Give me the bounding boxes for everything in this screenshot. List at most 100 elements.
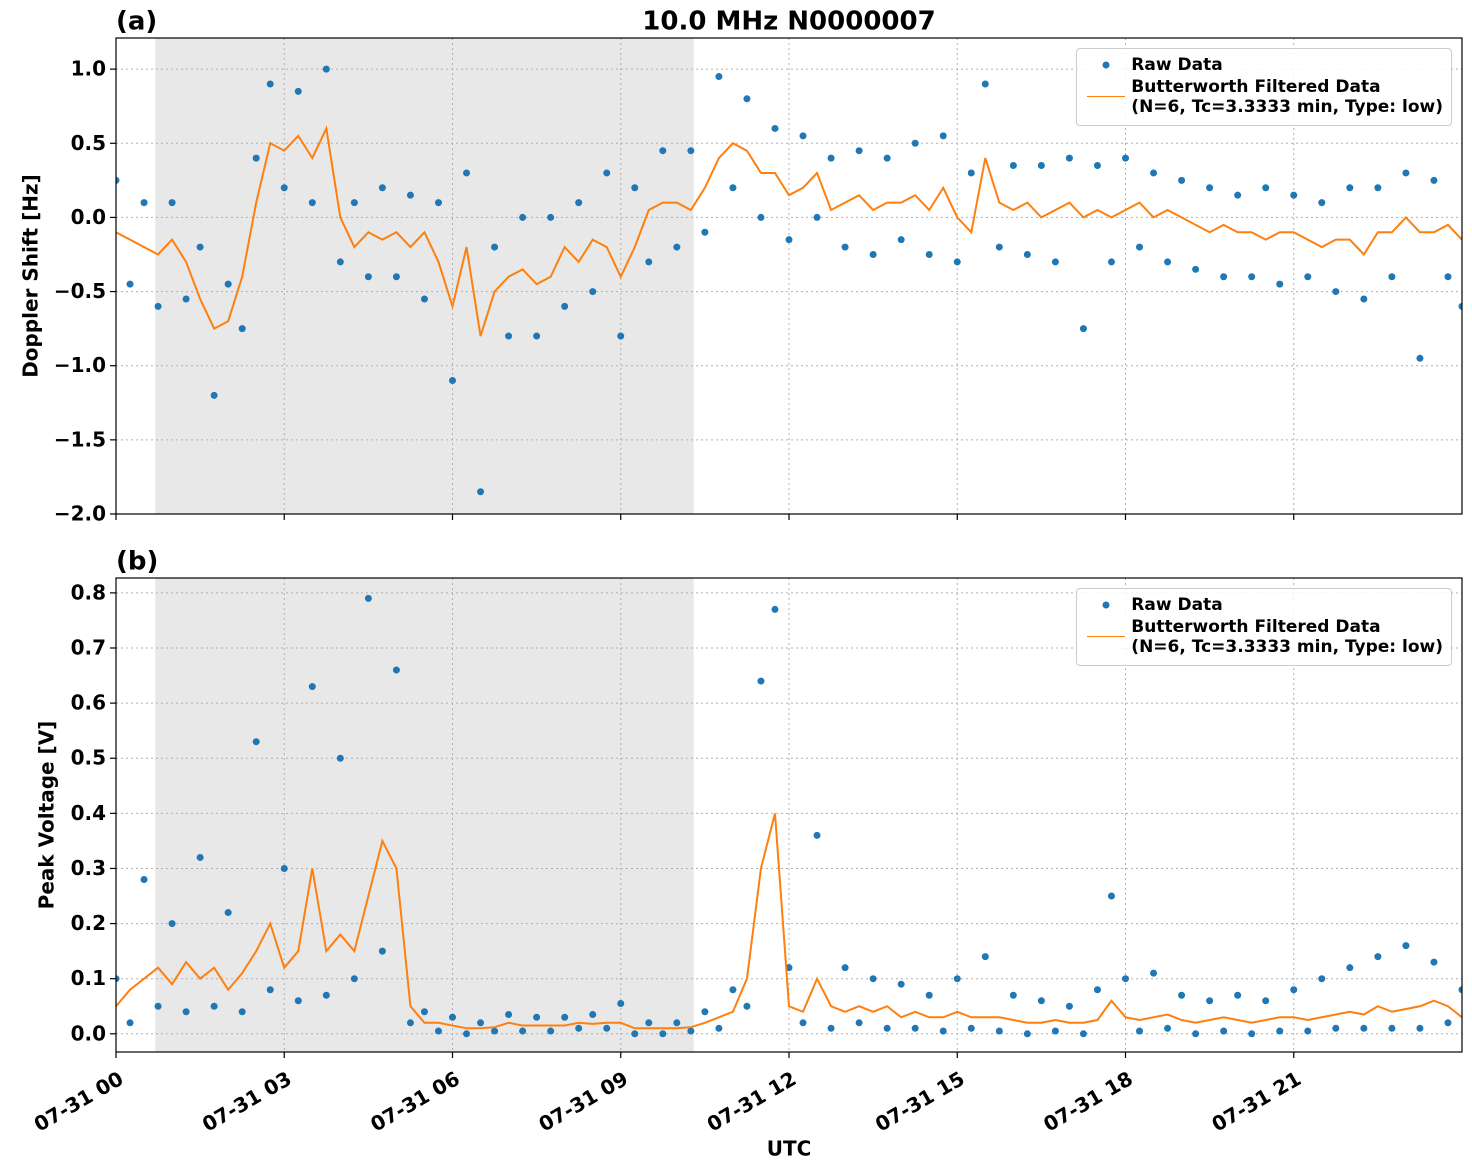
raw-point [140, 875, 148, 883]
raw-point [1304, 1027, 1312, 1035]
filtered-line [116, 125, 1462, 337]
y-tick-label: 0.8 [71, 580, 106, 604]
raw-point [196, 853, 204, 861]
raw-point [1009, 162, 1017, 170]
raw-point [1037, 162, 1045, 170]
raw-point [673, 1019, 681, 1027]
raw-point [995, 1027, 1003, 1035]
x-tick-label: 07-31 03 [198, 1066, 296, 1136]
legend-label: Raw Data [1131, 595, 1223, 615]
raw-point [575, 199, 583, 207]
raw-point [1402, 942, 1410, 950]
raw-point [953, 975, 961, 983]
raw-point [182, 1008, 190, 1016]
y-tick-label: 0.5 [71, 746, 106, 770]
raw-point [673, 243, 681, 251]
raw-point [827, 1024, 835, 1032]
x-tick-label: 07-31 15 [871, 1066, 969, 1136]
raw-point [1023, 1030, 1031, 1038]
raw-point [1416, 354, 1424, 362]
raw-point [701, 228, 709, 236]
raw-point [1122, 975, 1129, 983]
raw-point [1220, 1027, 1228, 1035]
raw-point [154, 1002, 162, 1010]
legend-entry: Butterworth Filtered Data (N=6, Tc=3.333… [1081, 77, 1443, 117]
raw-point [771, 605, 779, 613]
raw-point [392, 273, 400, 281]
raw-point [1009, 991, 1017, 999]
y-tick-label: 0.1 [71, 966, 106, 990]
raw-point [1093, 162, 1101, 170]
raw-point [1360, 1024, 1368, 1032]
raw-point [659, 1030, 667, 1038]
raw-point [841, 243, 849, 251]
raw-point [547, 213, 555, 221]
raw-point [336, 754, 344, 762]
raw-point [449, 377, 456, 385]
y-axis-label: Peak Voltage [V] [35, 721, 59, 910]
y-axis-label: Doppler Shift [Hz] [19, 174, 43, 378]
raw-point [855, 147, 863, 155]
raw-point [1093, 986, 1101, 994]
raw-point [140, 199, 148, 207]
raw-point [1374, 184, 1382, 192]
raw-point [967, 1024, 975, 1032]
raw-point [420, 295, 428, 303]
raw-point [364, 594, 372, 602]
raw-point [1206, 184, 1214, 192]
raw-point [883, 154, 891, 162]
legend-swatch [1087, 96, 1126, 97]
raw-point [631, 184, 639, 192]
raw-point [771, 124, 779, 132]
y-tick-label: 0.0 [71, 1021, 106, 1045]
raw-point [434, 199, 442, 207]
raw-point [1248, 1030, 1256, 1038]
filtered-line [116, 813, 1462, 1030]
raw-point [168, 199, 176, 207]
legend-label: Butterworth Filtered Data (N=6, Tc=3.333… [1131, 617, 1443, 657]
raw-point [266, 986, 274, 994]
raw-point [1262, 997, 1270, 1005]
raw-point [715, 73, 723, 81]
raw-point [575, 1024, 583, 1032]
legend-entry: Raw Data [1081, 595, 1443, 615]
x-tick-label: 07-31 12 [703, 1066, 801, 1136]
raw-point [350, 975, 358, 983]
raw-point [1374, 953, 1382, 961]
raw-point [1444, 1019, 1452, 1027]
raw-point [645, 258, 653, 266]
raw-point [561, 302, 569, 310]
raw-point [911, 139, 919, 147]
x-tick-label: 07-31 18 [1039, 1066, 1137, 1136]
raw-point [364, 273, 372, 281]
raw-point [420, 1008, 428, 1016]
raw-point [617, 332, 625, 340]
raw-point [869, 250, 877, 258]
raw-point [308, 683, 316, 691]
raw-point [547, 1027, 555, 1035]
raw-point [1234, 191, 1242, 199]
raw-point [126, 280, 134, 288]
raw-point [1332, 1024, 1340, 1032]
raw-point [1318, 199, 1326, 207]
raw-point [154, 302, 162, 310]
raw-point [1220, 273, 1228, 281]
raw-point [182, 295, 190, 303]
raw-point [897, 236, 905, 244]
raw-point [116, 176, 120, 184]
raw-point [378, 184, 386, 192]
raw-point [491, 243, 499, 251]
raw-point [1122, 154, 1129, 162]
raw-point [224, 280, 232, 288]
raw-point [911, 1024, 919, 1032]
raw-point [1388, 1024, 1396, 1032]
raw-point [336, 258, 344, 266]
raw-point [1444, 273, 1452, 281]
raw-point [505, 332, 513, 340]
raw-point [210, 391, 218, 399]
raw-point [715, 1024, 723, 1032]
raw-point [799, 1019, 807, 1027]
legend-marker [1102, 61, 1110, 69]
raw-point [1164, 258, 1172, 266]
raw-point [1276, 280, 1284, 288]
